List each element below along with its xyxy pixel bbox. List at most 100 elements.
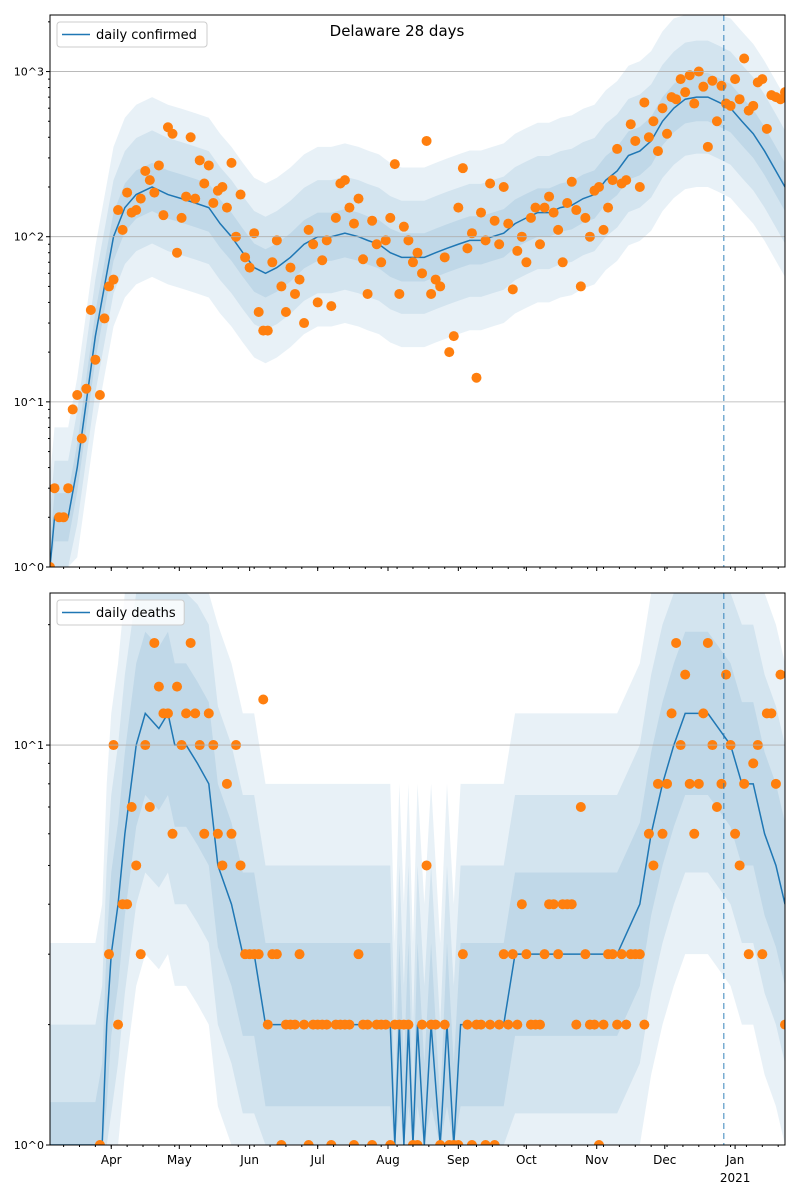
data-point (276, 281, 287, 292)
data-point (380, 235, 391, 246)
data-point (294, 949, 305, 960)
data-point (176, 212, 187, 223)
data-point (208, 197, 219, 208)
x-tick-label: May (167, 1153, 192, 1167)
data-point (643, 132, 654, 143)
x-tick-label: Jan (725, 1153, 745, 1167)
confidence-band (50, 40, 785, 567)
data-point (158, 210, 169, 221)
data-point (616, 949, 627, 960)
data-point (140, 165, 151, 176)
data-point (648, 116, 659, 127)
data-point (271, 235, 282, 246)
data-point (711, 802, 722, 813)
data-point (185, 637, 196, 648)
data-point (485, 178, 496, 189)
data-point (394, 288, 405, 299)
chart-title: Delaware 28 days (330, 22, 465, 40)
data-point (603, 202, 614, 213)
data-point (730, 74, 741, 85)
data-point (389, 159, 400, 170)
data-point (698, 708, 709, 719)
data-point (562, 197, 573, 208)
data-point (535, 239, 545, 250)
median-line (50, 96, 785, 567)
data-point (548, 899, 559, 910)
data-point (702, 637, 713, 648)
data-point (507, 949, 518, 960)
data-point (172, 681, 183, 692)
data-point (652, 146, 663, 157)
legend-box (56, 599, 185, 626)
data-point (621, 175, 632, 186)
data-point (221, 202, 232, 213)
data-point (766, 708, 777, 719)
data-point (344, 1019, 355, 1030)
data-point (494, 1019, 505, 1030)
data-point (280, 306, 291, 317)
data-point (358, 254, 369, 265)
data-point (421, 135, 432, 146)
data-point (249, 228, 260, 239)
data-point (761, 123, 772, 134)
data-point (780, 1019, 785, 1030)
data-point (113, 1019, 124, 1030)
data-point (85, 304, 96, 315)
data-point (94, 390, 105, 401)
data-point (743, 949, 754, 960)
data-point (721, 669, 732, 680)
x-tick-label: Nov (585, 1153, 608, 1167)
data-point (675, 74, 686, 85)
data-point (190, 708, 201, 719)
data-point (339, 175, 350, 186)
data-point (267, 257, 278, 268)
data-point (662, 128, 673, 139)
data-point (362, 1019, 373, 1030)
data-point (353, 193, 364, 204)
data-point (253, 949, 264, 960)
confidence-band (50, 593, 785, 1145)
data-point (362, 288, 373, 299)
data-point (689, 98, 700, 109)
data-point (412, 1140, 423, 1145)
data-point (625, 119, 636, 130)
data-point (126, 802, 137, 813)
data-point (135, 193, 146, 204)
data-point (535, 1019, 545, 1030)
y-tick-label: 10^0 (14, 561, 44, 574)
data-point (199, 178, 210, 189)
data-point (657, 103, 668, 114)
data-point (99, 313, 110, 324)
data-point (90, 354, 101, 365)
confirmed-panel: 10^0 10^1 10^2 10^3 daily confirmed (14, 14, 786, 574)
data-point (662, 778, 673, 789)
y-tick-label: 10^0 (14, 1139, 44, 1152)
data-point (212, 828, 223, 839)
data-point (757, 74, 768, 85)
data-point (299, 318, 310, 329)
data-point (131, 205, 142, 216)
data-point (117, 224, 128, 235)
x-tick-label: Sep (447, 1153, 470, 1167)
data-point (612, 1019, 623, 1030)
data-point (439, 252, 450, 263)
data-point (58, 512, 69, 523)
data-point (258, 694, 269, 705)
data-point (63, 483, 74, 494)
data-point (453, 1140, 464, 1145)
data-point (181, 708, 192, 719)
legend-label: daily deaths (96, 606, 176, 621)
data-point (680, 87, 691, 98)
data-point (593, 181, 604, 192)
data-point (407, 257, 418, 268)
data-point (113, 205, 124, 216)
data-point (367, 1140, 378, 1145)
data-point (131, 860, 142, 871)
data-point (348, 1140, 359, 1145)
x-tick-label: Dec (653, 1153, 676, 1167)
data-point (621, 1019, 632, 1030)
data-point (321, 235, 332, 246)
data-point (185, 132, 196, 143)
data-point (226, 828, 237, 839)
